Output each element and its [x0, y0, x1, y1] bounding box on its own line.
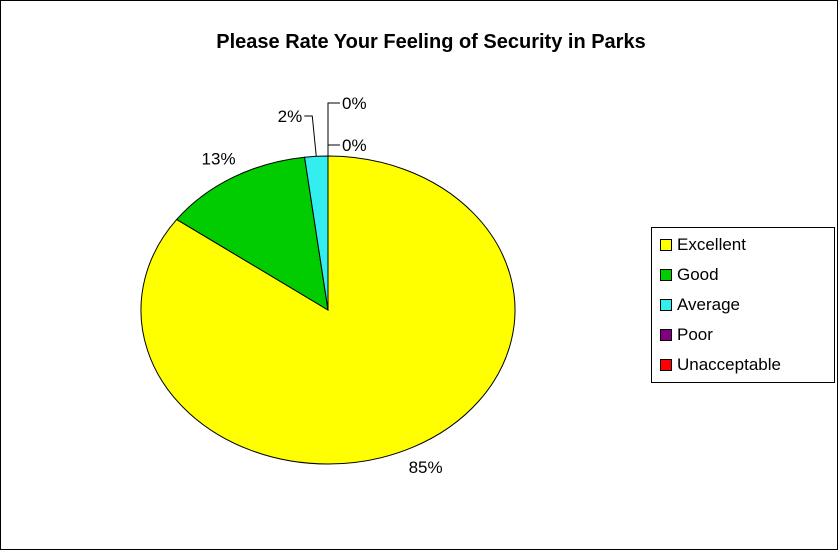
legend-swatch-unacceptable	[660, 359, 672, 371]
pie	[140, 155, 516, 465]
legend-swatch-average	[660, 299, 672, 311]
legend-label-average: Average	[677, 295, 741, 314]
legend-swatch-excellent	[660, 239, 672, 251]
legend-item-excellent: Excellent	[660, 230, 834, 260]
slice-label-poor: 0%	[342, 94, 367, 113]
legend-item-poor: Poor	[660, 320, 834, 350]
leader-line-average	[304, 115, 317, 157]
leader-line-poor	[327, 102, 340, 156]
legend-label-excellent: Excellent	[677, 235, 746, 254]
legend-label-unacceptable: Unacceptable	[677, 355, 781, 374]
slice-label-excellent: 85%	[409, 458, 443, 477]
slice-label-good: 13%	[202, 150, 236, 169]
leader-line-unacceptable	[327, 144, 340, 156]
legend-item-unacceptable: Unacceptable	[660, 350, 834, 380]
legend-label-poor: Poor	[677, 325, 713, 344]
legend-swatch-good	[660, 269, 672, 281]
legend: Excellent Good Average Poor Unacceptable	[651, 227, 835, 383]
slice-label-average: 2%	[278, 107, 303, 126]
slice-labels: 85% 13% 2% 0% 0%	[202, 94, 443, 477]
chart-title: Please Rate Your Feeling of Security in …	[216, 31, 645, 53]
legend-item-good: Good	[660, 260, 834, 290]
legend-item-average: Average	[660, 290, 834, 320]
legend-swatch-poor	[660, 329, 672, 341]
legend-label-good: Good	[677, 265, 719, 284]
pie-slice-good	[175, 156, 329, 311]
slice-label-unacceptable: 0%	[342, 136, 367, 155]
